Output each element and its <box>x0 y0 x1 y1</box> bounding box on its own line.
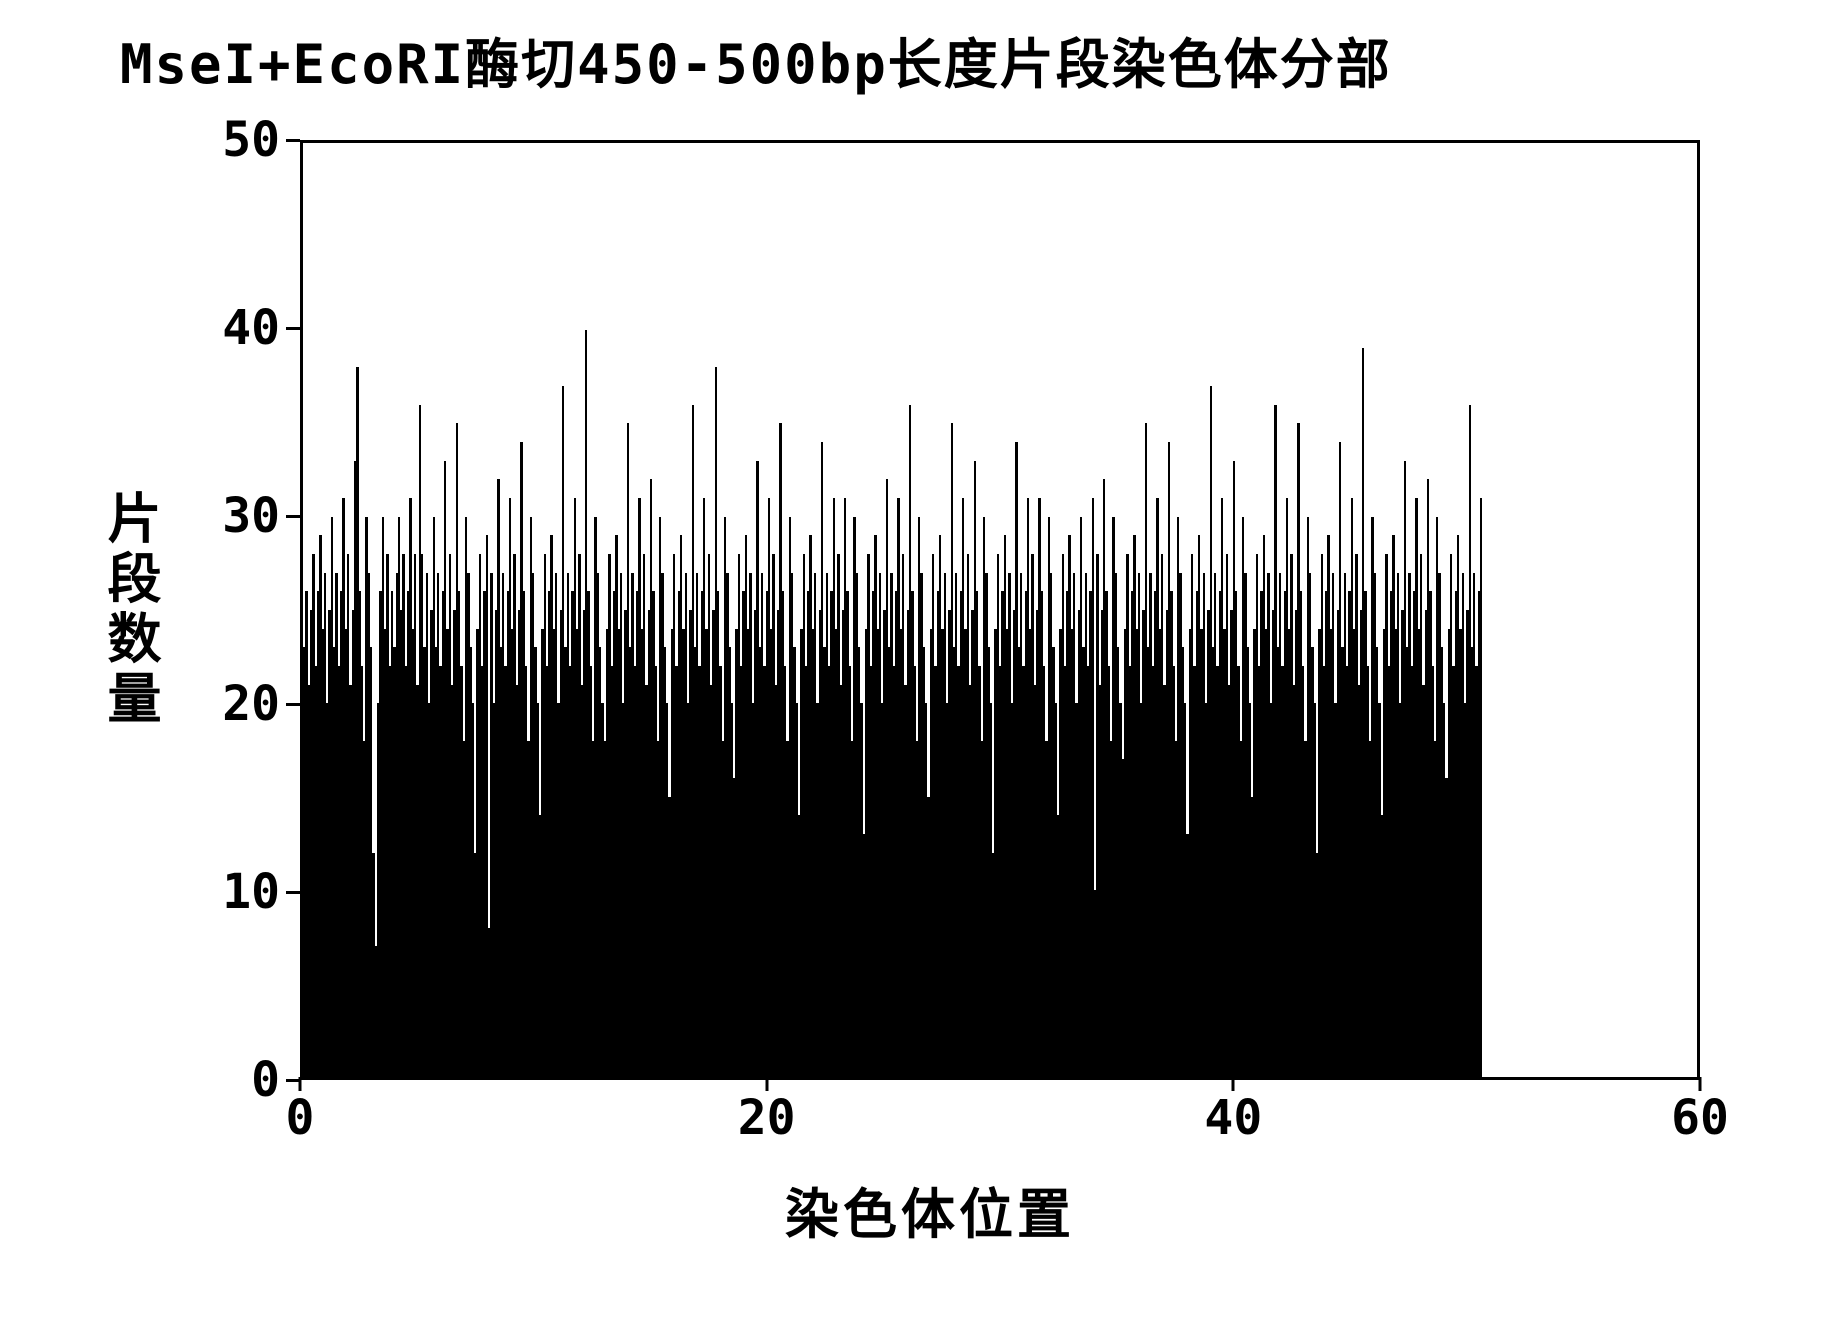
page-root: MseI+EcoRI酶切450-500bp长度片段染色体分部 片段数量 染色体位… <box>0 0 1823 1327</box>
y-tick-mark <box>286 327 300 330</box>
x-tick-label: 40 <box>1204 1090 1262 1146</box>
y-tick-mark <box>286 139 300 142</box>
y-tick-label: 40 <box>160 300 280 356</box>
x-tick-label: 20 <box>738 1090 796 1146</box>
bars-container <box>303 143 1697 1077</box>
x-tick-mark <box>299 1077 302 1091</box>
y-tick-label: 0 <box>160 1052 280 1108</box>
x-axis-label: 染色体位置 <box>120 1170 1740 1249</box>
y-tick-label: 10 <box>160 864 280 920</box>
y-tick-mark <box>286 891 300 894</box>
y-tick-label: 30 <box>160 488 280 544</box>
chart-title: MseI+EcoRI酶切450-500bp长度片段染色体分部 <box>120 20 1392 99</box>
chart-area: 片段数量 染色体位置 010203040500204060 <box>120 140 1740 1280</box>
x-tick-label: 60 <box>1671 1090 1729 1146</box>
x-tick-label: 0 <box>286 1090 315 1146</box>
plot-box <box>300 140 1700 1080</box>
x-tick-mark <box>1232 1077 1235 1091</box>
y-tick-mark <box>286 703 300 706</box>
y-tick-label: 20 <box>160 676 280 732</box>
x-tick-mark <box>1699 1077 1702 1091</box>
y-axis-label: 片段数量 <box>90 490 169 730</box>
x-tick-mark <box>765 1077 768 1091</box>
y-tick-label: 50 <box>160 112 280 168</box>
bar <box>1480 498 1482 1077</box>
y-tick-mark <box>286 515 300 518</box>
